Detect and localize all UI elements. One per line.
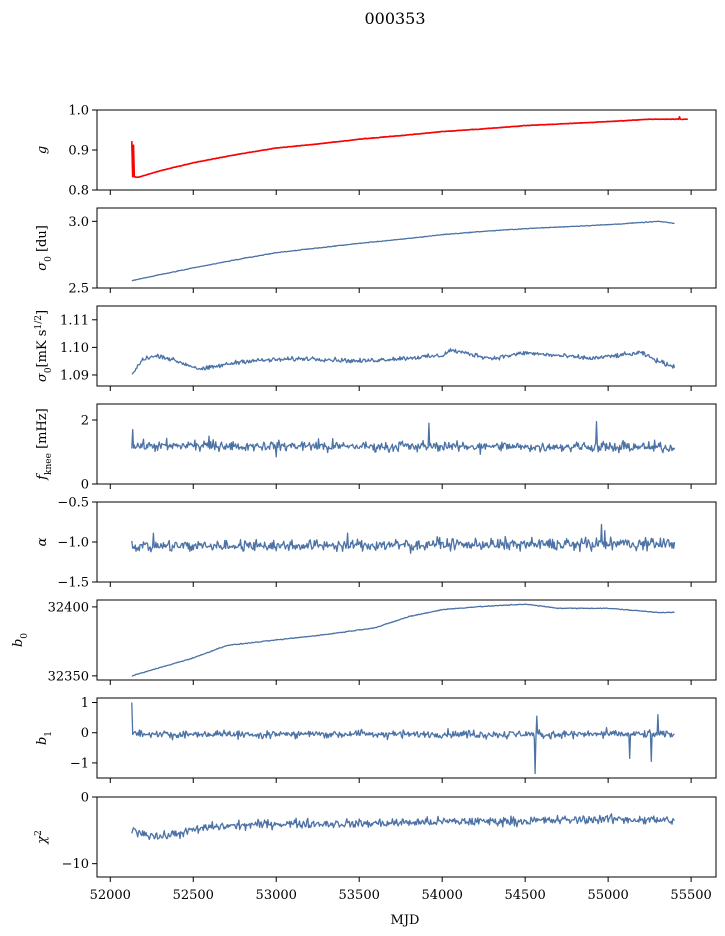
series-line-g-overlay: [131, 116, 688, 179]
y-tick-label-b1: 0: [81, 726, 89, 741]
panel-b0: 32350 32400 b0: [11, 599, 717, 685]
y-tick-label-b1: −1: [70, 756, 89, 771]
y-tick-label-sigma0_mK: 1.11: [60, 313, 89, 328]
panel-frame-g: [96, 109, 717, 191]
panel-fknee: 0 2 fknee [mHz]: [35, 403, 717, 493]
panel-frame-sigma0_mK: [96, 305, 717, 387]
series-line-sigma0_du: [131, 220, 675, 282]
y-tick-label-chi2: 0: [81, 791, 89, 806]
y-tick-label-g: 1.0: [68, 104, 89, 119]
y-tick-label-alpha: −0.5: [57, 496, 89, 511]
panel-chi2: −10 0 χ2: [34, 791, 717, 882]
y-axis-label-sigma0_du: σ0 [du]: [35, 225, 54, 271]
panel-frame-sigma0_du: [96, 207, 717, 289]
y-tick-label-b1: 1: [81, 696, 89, 711]
y-axis-label-g: g: [35, 146, 50, 154]
chart-panels: 0.8 0.9 1.0 g 2.5 3.0 σ0 [du] 1.09 1.10 1.11 σ0[mK…: [11, 104, 717, 903]
y-tick-label-sigma0_du: 2.5: [68, 282, 89, 297]
x-tick-label: 53000: [256, 888, 297, 903]
panel-frame-b1: [96, 697, 717, 779]
y-axis-label-b0: b0: [11, 633, 30, 647]
y-axis-label-sigma0_mK: σ0[mK s1/2]: [34, 310, 54, 382]
panel-frame-b0: [96, 599, 717, 681]
y-tick-label-sigma0_mK: 1.09: [60, 368, 89, 383]
panel-sigma0_mK: 1.09 1.10 1.11 σ0[mK s1/2]: [34, 305, 717, 391]
y-tick-label-g: 0.9: [68, 144, 89, 159]
y-tick-label-chi2: −10: [62, 857, 89, 872]
y-axis-label-b1: b1: [35, 731, 54, 745]
y-axis-label-chi2: χ2: [34, 830, 50, 845]
x-tick-label: 54000: [421, 888, 462, 903]
series-line-b0: [131, 603, 675, 677]
series-line-g: [131, 118, 675, 178]
panel-b1: −1 0 1 b1: [35, 696, 717, 783]
y-tick-label-sigma0_du: 3.0: [68, 215, 89, 230]
series-line-fknee: [131, 420, 676, 458]
series-line-sigma0_mK: [131, 348, 676, 375]
y-tick-label-fknee: 0: [81, 478, 89, 493]
series-line-chi2: [131, 813, 675, 841]
series-line-b1: [131, 702, 675, 775]
panel-alpha: −1.5 −1.0 −0.5 α: [35, 496, 717, 591]
y-tick-label-alpha: −1.0: [57, 536, 89, 551]
y-tick-label-b0: 32400: [48, 600, 89, 615]
x-tick-label: 52000: [90, 888, 131, 903]
panel-frame-chi2: [96, 796, 717, 878]
y-tick-label-alpha: −1.5: [57, 576, 89, 591]
y-tick-label-b0: 32350: [48, 669, 89, 684]
panel-sigma0_du: 2.5 3.0 σ0 [du]: [35, 207, 717, 297]
x-tick-label: 55000: [587, 888, 628, 903]
y-tick-label-g: 0.8: [68, 184, 89, 199]
y-tick-label-sigma0_mK: 1.10: [60, 341, 89, 356]
panel-g: 0.8 0.9 1.0 g: [35, 104, 717, 199]
y-axis-label-alpha: α: [35, 537, 50, 546]
x-tick-label: 55500: [670, 888, 711, 903]
x-axis-label: MJD: [391, 913, 420, 928]
y-tick-label-fknee: 2: [81, 414, 89, 429]
y-axis-label-fknee: fknee [mHz]: [35, 408, 54, 481]
panel-frame-fknee: [96, 403, 717, 485]
series-line-alpha: [131, 523, 676, 554]
x-tick-label: 52500: [173, 888, 214, 903]
chart-title: 000353: [364, 9, 425, 28]
x-tick-label: 53500: [339, 888, 380, 903]
x-tick-label: 54500: [504, 888, 545, 903]
